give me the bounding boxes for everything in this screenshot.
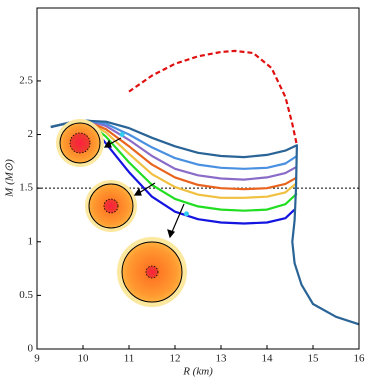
x-tick-label: 9 [34,353,40,365]
curve [50,119,360,326]
x-tick-label: 14 [262,353,274,365]
x-tick-label: 11 [124,353,135,365]
x-axis-label: R (km) [182,366,213,378]
arrows [103,137,185,239]
curve [128,49,298,146]
x-tick-label: 10 [78,353,90,365]
x-tick-label: 12 [170,353,181,365]
x-tick-label: 16 [354,353,366,365]
plot-area: 9 10 11 12 13 14 15 16 0 0.5 1 1.5 2 2.5 [19,7,366,365]
y-axis-label: M (M⊙) [4,159,16,198]
y-tick-label: 2.5 [19,74,33,86]
star-core [145,265,159,279]
star-illustrations [56,119,187,307]
y-tick-label: 0 [28,343,34,355]
y-tick-label: 0.5 [19,289,33,301]
marker [119,132,125,138]
star-core [103,198,119,214]
star-core [69,132,91,154]
axes-box [36,7,360,350]
y-tick-label: 1.5 [19,182,33,194]
y-tick-label: 2 [28,128,34,140]
x-tick-label: 15 [308,353,320,365]
x-tick-label: 13 [216,353,228,365]
y-tick-label: 1 [28,235,34,247]
marker [184,211,189,217]
